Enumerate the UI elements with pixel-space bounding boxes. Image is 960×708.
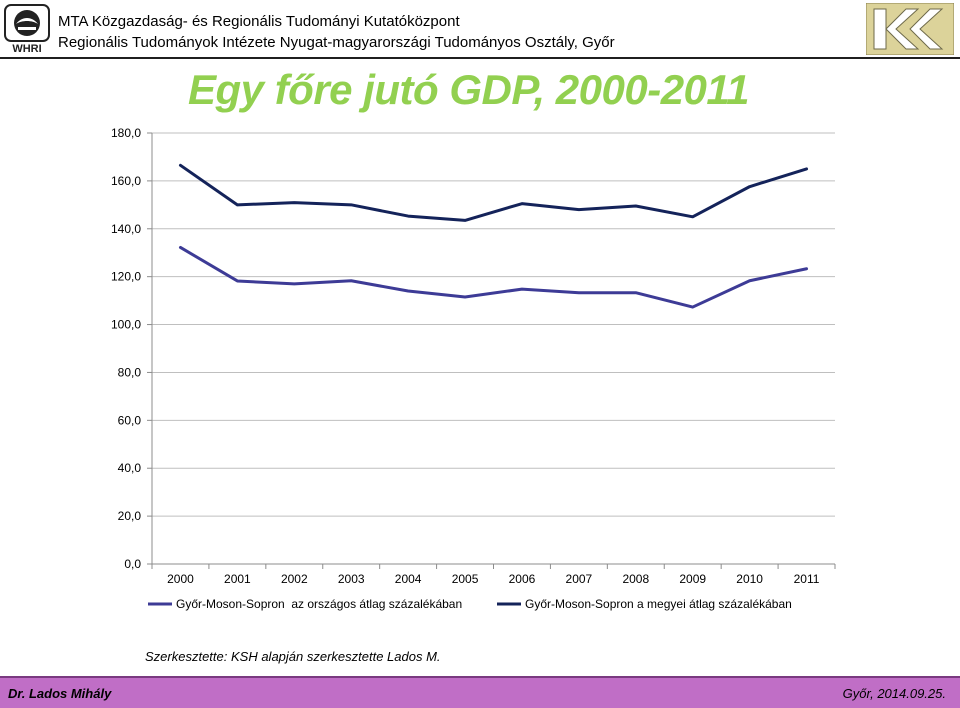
y-tick-label: 140,0 [111, 222, 141, 236]
slide-footer: Dr. Lados Mihály Győr, 2014.09.25. [0, 676, 960, 708]
whri-logo-icon: WHRI [4, 4, 50, 54]
x-tick-label: 2010 [736, 572, 763, 586]
y-tick-label: 20,0 [118, 509, 142, 523]
institute-name: MTA Közgazdaság- és Regionális Tudományi… [58, 13, 460, 30]
x-tick-label: 2005 [452, 572, 479, 586]
y-tick-label: 40,0 [118, 461, 142, 475]
footer-date: Győr, 2014.09.25. [842, 686, 946, 701]
x-tick-label: 2003 [338, 572, 365, 586]
y-tick-label: 180,0 [111, 126, 141, 140]
y-tick-label: 120,0 [111, 270, 141, 284]
slide-header: WHRI MTA Közgazdaság- és Regionális Tudo… [0, 0, 960, 60]
legend-label-2: Győr-Moson-Sopron a megyei átlag százalé… [525, 597, 792, 611]
logo-text: WHRI [12, 43, 41, 54]
x-tick-label: 2011 [794, 572, 820, 586]
y-tick-label: 60,0 [118, 413, 142, 427]
legend-label-1: Győr-Moson-Sopron az országos átlag száz… [176, 597, 462, 611]
x-tick-label: 2009 [679, 572, 706, 586]
series-line-2 [178, 163, 809, 222]
series-line-1 [178, 245, 809, 309]
x-tick-label: 2007 [566, 572, 593, 586]
y-tick-label: 160,0 [111, 174, 141, 188]
gdp-line-chart: 0,0 20,0 40,0 60,0 80,0 100,0 120,0 140,0 160,0 1… [111, 126, 836, 611]
x-tick-label: 2001 [224, 572, 251, 586]
slide-title: Egy főre jutó GDP, 2000-2011 [188, 66, 750, 113]
x-tick-label: 2006 [509, 572, 536, 586]
y-tick-label: 100,0 [111, 318, 141, 332]
y-tick-label: 0,0 [124, 557, 141, 571]
x-tick-label: 2004 [395, 572, 422, 586]
rkk-logo-icon [866, 3, 954, 55]
x-tick-label: 2000 [167, 572, 194, 586]
x-tick-label: 2008 [622, 572, 649, 586]
source-credit: Szerkesztette: KSH alapján szerkesztette… [145, 649, 441, 664]
footer-author: Dr. Lados Mihály [8, 686, 112, 701]
header-divider [0, 57, 960, 59]
institute-department: Regionális Tudományok Intézete Nyugat-ma… [58, 34, 615, 51]
x-tick-label: 2002 [281, 572, 308, 586]
y-tick-label: 80,0 [118, 365, 142, 379]
